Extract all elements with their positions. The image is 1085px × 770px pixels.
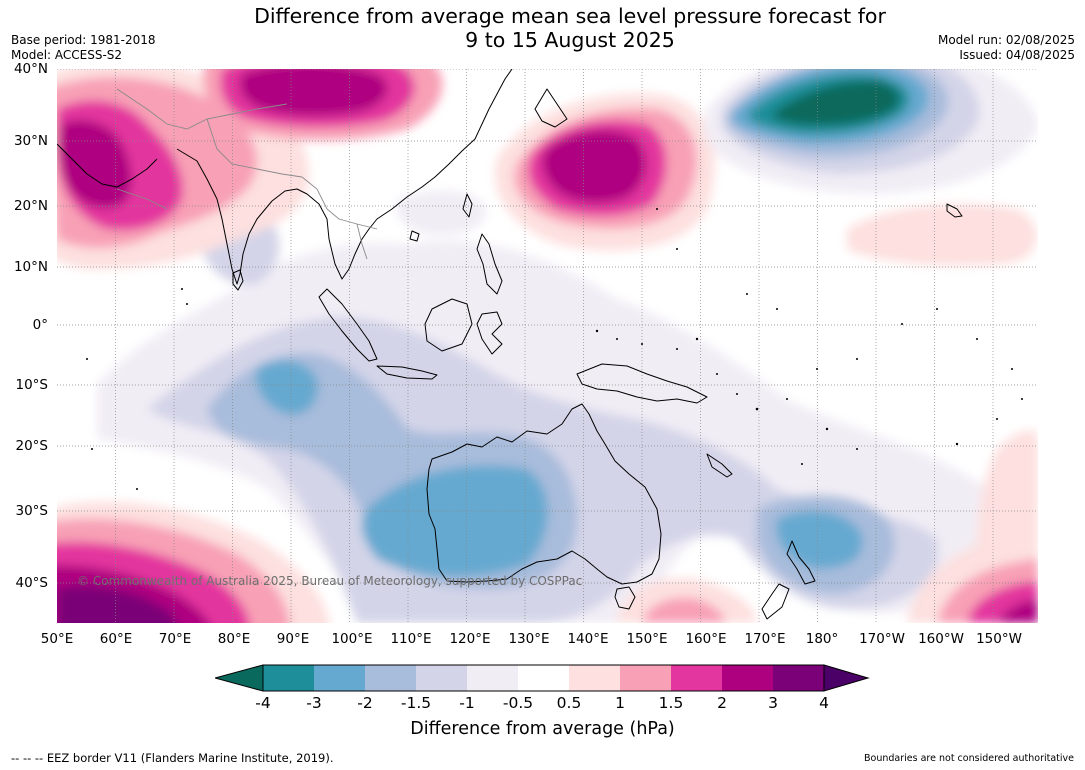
- colorbar-segment: [671, 665, 722, 691]
- eez-note: -- -- -- EEZ border V11 (Flanders Marine…: [11, 751, 334, 765]
- colorbar-segment: [569, 665, 620, 691]
- lon-label-160e: 160°E: [685, 631, 727, 647]
- title-line-2: 9 to 15 August 2025: [465, 28, 675, 52]
- colorbar-segment: [722, 665, 773, 691]
- colorbar-tick: 0.5: [556, 694, 582, 712]
- issued-date: Issued: 04/08/2025: [959, 48, 1075, 62]
- lon-label-120e: 120°E: [449, 631, 491, 647]
- model-run: Model run: 02/08/2025: [937, 33, 1075, 47]
- colorbar-tick: 1.5: [658, 694, 684, 712]
- lat-label-20s: 20°S: [15, 438, 49, 454]
- base-period: Base period: 1981-2018: [11, 33, 156, 47]
- lon-label-150w: 150°W: [976, 631, 1022, 647]
- lon-label-160w: 160°W: [918, 631, 964, 647]
- title-line-1: Difference from average mean sea level p…: [254, 4, 886, 28]
- lat-label-30n: 30°N: [13, 133, 48, 149]
- lat-label-10n: 10°N: [13, 259, 48, 275]
- coastlines: [57, 69, 963, 620]
- map-panel: [57, 69, 1038, 623]
- colorbar: [215, 664, 870, 692]
- lon-label-180: 180°: [805, 631, 839, 647]
- colorbar-title: Difference from average (hPa): [410, 719, 675, 739]
- colorbar-segment: [518, 665, 569, 691]
- lat-label-10s: 10°S: [15, 377, 49, 393]
- meta-right: Model run: 02/08/2025 Issued: 04/08/2025: [938, 33, 1075, 63]
- lat-label-20n: 20°N: [13, 198, 48, 214]
- colorbar-tick: 2: [717, 694, 727, 712]
- colorbar-extend-low: [215, 664, 264, 692]
- boundaries-note: Boundaries are not considered authoritat…: [864, 753, 1074, 764]
- colorbar-segment: [416, 665, 467, 691]
- colorbar-segment: [620, 665, 671, 691]
- colorbar-tick: -3: [306, 694, 322, 712]
- colorbar-extend-high: [823, 664, 870, 692]
- lat-label-0: 0°: [32, 317, 48, 333]
- map-title: Difference from average mean sea level p…: [0, 4, 1085, 52]
- lon-label-90e: 90°E: [276, 631, 310, 647]
- pressure-anomaly-map: [57, 69, 1038, 623]
- colorbar-segment: [467, 665, 518, 691]
- colorbar-tick: 3: [768, 694, 778, 712]
- lat-label-30s: 30°S: [15, 503, 49, 519]
- lon-label-80e: 80°E: [217, 631, 251, 647]
- colorbar-tick: -1: [459, 694, 475, 712]
- colorbar-segment: [365, 665, 416, 691]
- model-name: Model: ACCESS-S2: [11, 48, 123, 62]
- colorbar-tick: 1: [615, 694, 625, 712]
- lon-label-100e: 100°E: [331, 631, 373, 647]
- lon-label-50e: 50°E: [40, 631, 74, 647]
- country-borders: [116, 88, 378, 260]
- islands: [86, 208, 1023, 490]
- lon-label-70e: 70°E: [158, 631, 192, 647]
- lon-label-140e: 140°E: [567, 631, 609, 647]
- graticule: [57, 69, 1038, 623]
- colorbar-tick: 4: [819, 694, 829, 712]
- colorbar-segment: [263, 665, 314, 691]
- copyright-notice: © Commonwealth of Australia 2025, Bureau…: [77, 574, 583, 588]
- lat-label-40s: 40°S: [15, 575, 49, 591]
- meta-left: Base period: 1981-2018 Model: ACCESS-S2: [11, 33, 156, 63]
- colorbar-tick: -1.5: [400, 694, 432, 712]
- colorbar-tick: -2: [357, 694, 373, 712]
- colorbar-segment: [314, 665, 365, 691]
- lon-label-60e: 60°E: [99, 631, 133, 647]
- colorbar-tick: -0.5: [502, 694, 534, 712]
- colorbar-tick: -4: [255, 694, 271, 712]
- lon-label-170e: 170°E: [744, 631, 786, 647]
- lon-label-150e: 150°E: [626, 631, 668, 647]
- colorbar-segment: [773, 665, 824, 691]
- lon-label-170w: 170°W: [859, 631, 905, 647]
- lon-label-110e: 110°E: [390, 631, 432, 647]
- lon-label-130e: 130°E: [508, 631, 550, 647]
- anomaly-contours: [57, 69, 1038, 623]
- lat-label-40n: 40°N: [13, 61, 48, 77]
